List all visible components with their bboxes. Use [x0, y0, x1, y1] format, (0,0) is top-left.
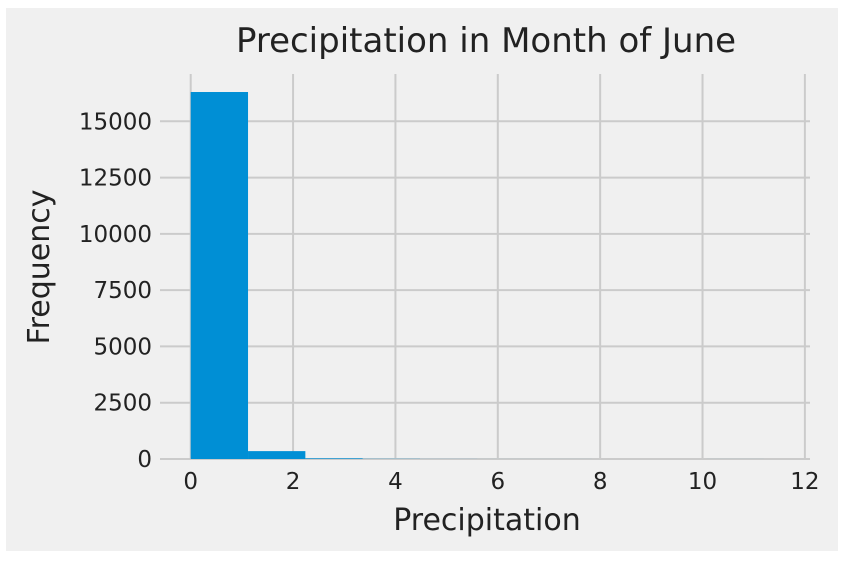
y-tick-label: 5000 [93, 334, 152, 360]
x-axis-label: Precipitation [393, 503, 581, 538]
x-tick-label: 4 [388, 469, 403, 495]
y-tick-label: 7500 [93, 278, 152, 304]
y-tick-label: 10000 [79, 222, 152, 248]
x-tick-label: 2 [286, 469, 301, 495]
y-tick-label: 12500 [79, 166, 152, 192]
y-axis-label: Frequency [22, 190, 57, 345]
x-tick-label: 10 [688, 469, 717, 495]
x-tick-label: 0 [183, 469, 198, 495]
y-tick-label: 15000 [79, 109, 152, 135]
x-tick-label: 8 [593, 469, 608, 495]
x-tick-label: 6 [490, 469, 505, 495]
histogram-bar [191, 92, 248, 459]
histogram-bar [248, 451, 305, 459]
y-tick-label: 0 [137, 447, 152, 473]
y-tick-label: 2500 [93, 391, 152, 417]
histogram-bar [305, 458, 362, 459]
chart-title: Precipitation in Month of June [236, 21, 736, 61]
x-tick-label: 12 [790, 469, 819, 495]
